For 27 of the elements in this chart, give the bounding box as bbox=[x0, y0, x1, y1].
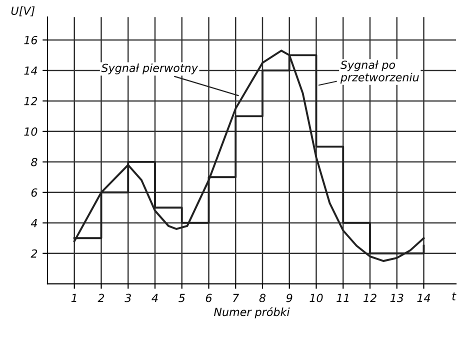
y-tick-label: 12 bbox=[24, 96, 38, 106]
y-tick-label: 8 bbox=[31, 158, 38, 166]
annotation: Sygnał pierwotny bbox=[101, 64, 198, 74]
x-tick-label: 1 bbox=[71, 294, 76, 302]
x-tick-label: 10 bbox=[310, 294, 323, 302]
x-tick-label: 13 bbox=[390, 294, 404, 302]
y-tick-label: 4 bbox=[30, 219, 37, 228]
y-tick-label: 16 bbox=[24, 36, 38, 44]
y-tick-label: 2 bbox=[30, 249, 38, 258]
x-tick-label: 2 bbox=[98, 294, 104, 302]
x-axis-title: Numer próbki bbox=[214, 307, 290, 318]
x-tick-label: 9 bbox=[286, 294, 292, 302]
x-tick-label: 8 bbox=[259, 294, 266, 302]
x-tick-label: 3 bbox=[124, 294, 131, 302]
text: t bbox=[452, 292, 456, 300]
x-tick-label: 6 bbox=[206, 294, 212, 302]
x-tick-label: 7 bbox=[233, 294, 240, 302]
x-tick-label: 14 bbox=[417, 294, 430, 302]
x-tick-label: 4 bbox=[152, 294, 158, 302]
y-tick-label: 10 bbox=[24, 127, 38, 136]
y-tick-label: 6 bbox=[31, 188, 38, 197]
y-tick-label: 14 bbox=[24, 66, 37, 75]
x-tick-label: 11 bbox=[336, 294, 349, 302]
x-tick-label: 12 bbox=[363, 294, 376, 302]
y-axis-title: U[V] bbox=[11, 6, 35, 16]
annotation: Sygnał po przetworzeniu bbox=[340, 60, 419, 84]
x-tick-label: 5 bbox=[178, 294, 185, 302]
